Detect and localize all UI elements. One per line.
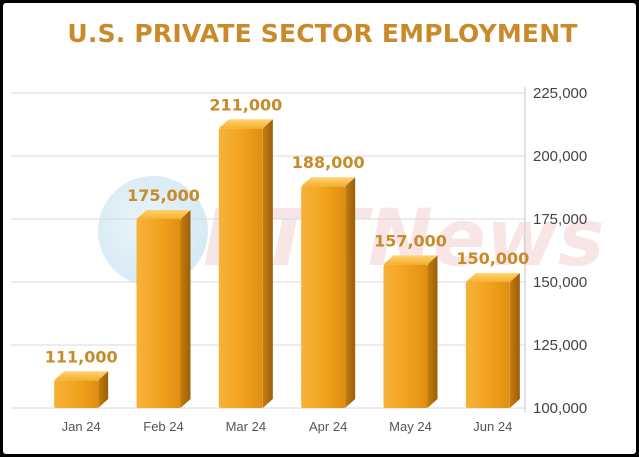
y-tick-label: 175,000	[533, 211, 587, 228]
bar-side	[345, 177, 356, 408]
bar	[136, 210, 191, 408]
bar	[54, 371, 109, 408]
bar	[218, 119, 273, 408]
bar-top	[301, 177, 356, 187]
x-tick-label: Apr 24	[309, 419, 347, 434]
data-label: 150,000	[456, 249, 529, 268]
x-tick-label: Feb 24	[143, 419, 183, 434]
x-tick-label: Jan 24	[62, 419, 101, 434]
x-tick-label: Jun 24	[473, 419, 512, 434]
x-tick-label: Mar 24	[226, 419, 266, 434]
data-label: 188,000	[292, 153, 365, 172]
bar-top	[54, 371, 109, 381]
bar-front	[218, 128, 263, 408]
y-tick-label: 125,000	[533, 337, 587, 354]
bar-side	[98, 371, 109, 408]
data-label: 157,000	[374, 231, 447, 250]
bar-front	[136, 219, 181, 408]
y-tick-label: 200,000	[533, 148, 587, 165]
bar-side	[262, 119, 273, 408]
y-tick-label: 225,000	[533, 85, 587, 102]
y-tick-label: 100,000	[533, 400, 587, 417]
bar-front	[54, 380, 99, 408]
bar	[465, 273, 520, 408]
bar-top	[465, 273, 520, 282]
bar-top	[136, 210, 191, 219]
chart-title: U.S. PRIVATE SECTOR EMPLOYMENT	[67, 19, 578, 48]
bar	[383, 255, 438, 408]
bar	[301, 177, 356, 408]
bar-top	[383, 255, 438, 265]
bar-front	[383, 264, 428, 408]
data-label: 211,000	[209, 95, 282, 114]
bar-side	[427, 255, 438, 408]
bar-side	[180, 210, 191, 408]
y-tick-label: 150,000	[533, 274, 587, 291]
bar-top	[218, 119, 273, 129]
x-tick-label: May 24	[389, 419, 432, 434]
bar-side	[509, 273, 520, 408]
data-label: 175,000	[127, 186, 200, 205]
bar-chart: RTTNews 100,000125,000150,000175,000200,…	[11, 85, 604, 434]
data-label: 111,000	[45, 347, 118, 366]
bar-front	[465, 282, 510, 408]
bar-front	[301, 186, 346, 408]
